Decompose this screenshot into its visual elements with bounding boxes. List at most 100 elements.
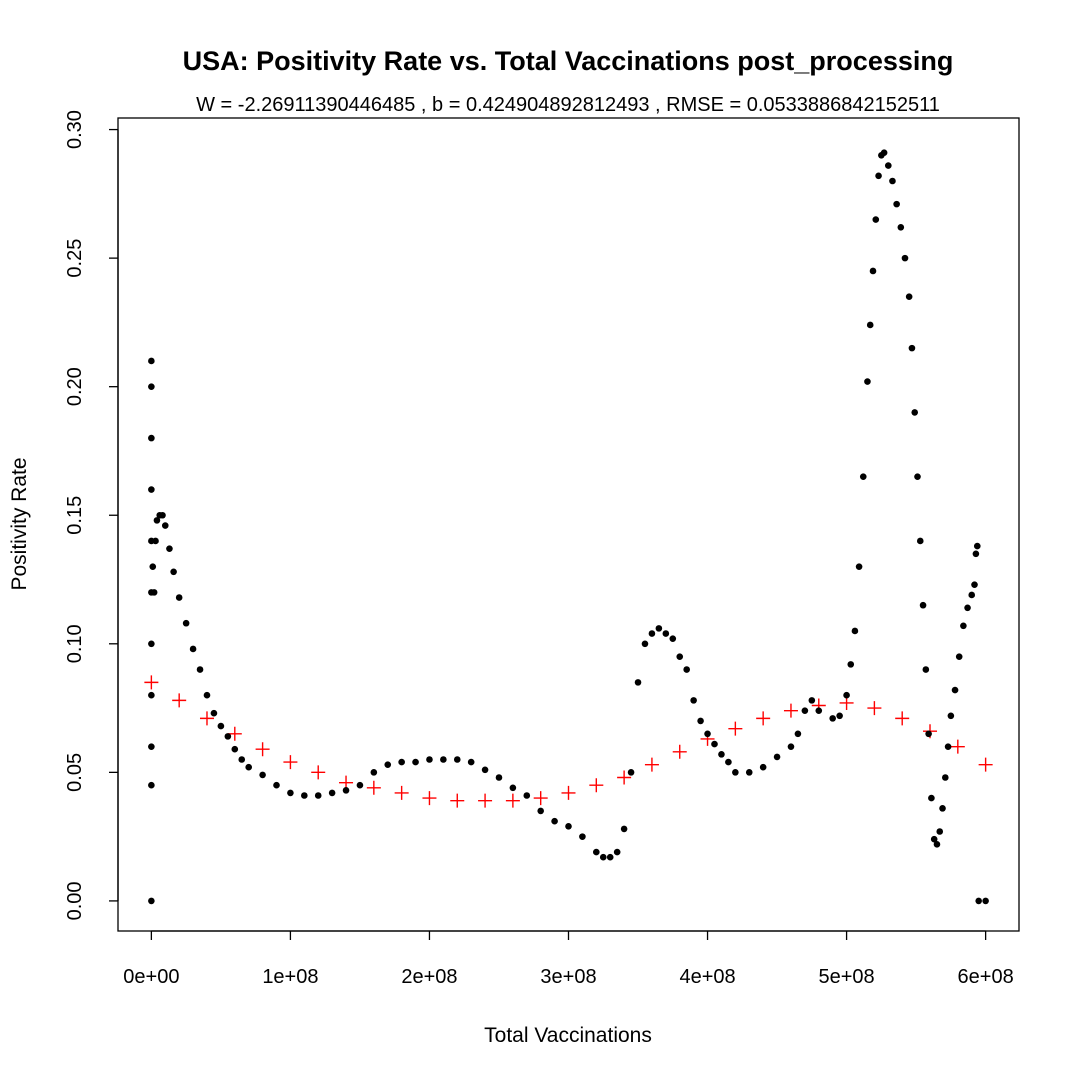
data-point <box>440 756 447 763</box>
fit-point <box>227 726 242 741</box>
data-point <box>224 733 232 740</box>
data-point <box>259 771 266 779</box>
data-point <box>939 805 946 812</box>
data-point <box>916 537 924 545</box>
data-point <box>579 833 586 840</box>
data-point <box>889 177 896 185</box>
fit-point <box>533 791 548 806</box>
data-point <box>944 743 952 750</box>
data-point <box>732 769 739 776</box>
data-point <box>808 697 816 704</box>
data-point <box>955 653 963 660</box>
fit-point <box>978 757 993 772</box>
x-axis-label: Total Vaccinations <box>484 1024 652 1047</box>
data-point <box>606 853 614 861</box>
data-point <box>148 691 155 699</box>
data-point <box>847 661 855 668</box>
data-point <box>683 666 690 673</box>
data-point <box>911 409 919 416</box>
x-tick-label: 4e+08 <box>679 966 735 988</box>
data-point <box>166 545 173 552</box>
data-point <box>928 794 935 802</box>
fit-point <box>672 744 687 759</box>
data-point <box>914 473 921 480</box>
data-point <box>398 758 405 766</box>
data-point <box>971 581 978 588</box>
data-point <box>662 630 670 637</box>
fit-point <box>255 742 270 757</box>
data-point <box>972 550 980 558</box>
y-tick-label: 0.00 <box>64 881 86 920</box>
data-point <box>942 774 949 781</box>
data-point <box>599 853 607 861</box>
fit-point <box>617 770 632 785</box>
data-point <box>384 761 392 768</box>
x-tick-label: 5e+08 <box>819 966 875 988</box>
data-point <box>620 825 628 833</box>
fit-point <box>589 778 604 793</box>
data-point <box>175 594 183 601</box>
data-point <box>968 591 976 599</box>
data-point <box>773 753 781 761</box>
data-point <box>975 897 982 905</box>
data-point <box>864 378 871 385</box>
x-tick-label: 1e+08 <box>262 966 318 988</box>
fit-point <box>728 721 743 736</box>
data-point <box>287 789 294 797</box>
data-point <box>613 848 621 856</box>
data-point <box>973 542 981 550</box>
observed-series <box>148 149 989 905</box>
data-point <box>641 640 649 648</box>
y-axis: 0.00 0.05 0.10 0.15 0.20 0.25 0.30 <box>64 110 119 920</box>
data-point <box>152 537 159 545</box>
fit-point <box>144 675 159 690</box>
data-point <box>245 763 253 771</box>
x-tick-label: 3e+08 <box>540 966 596 988</box>
data-point <box>231 745 239 753</box>
data-point <box>426 756 433 763</box>
data-point <box>787 743 795 750</box>
data-point <box>182 619 190 627</box>
chart-title: USA: Positivity Rate vs. Total Vaccinati… <box>183 46 954 76</box>
data-point <box>565 823 572 830</box>
y-tick-label: 0.20 <box>64 367 86 406</box>
data-point <box>203 691 211 699</box>
data-point <box>855 563 863 570</box>
fit-point <box>450 793 465 808</box>
data-point <box>148 743 155 750</box>
data-point <box>238 756 246 763</box>
fit-point <box>950 739 965 754</box>
data-point <box>189 645 197 653</box>
data-point <box>905 293 913 300</box>
fit-point <box>756 711 771 726</box>
data-point <box>690 697 697 704</box>
data-point <box>412 758 419 766</box>
y-tick-label: 0.15 <box>64 496 86 535</box>
data-point <box>801 707 809 714</box>
fit-point <box>394 785 409 800</box>
fit-point <box>867 701 882 716</box>
data-point <box>669 635 677 642</box>
data-point <box>930 835 938 843</box>
data-point <box>697 717 704 725</box>
data-point <box>148 383 155 390</box>
data-point <box>922 666 930 673</box>
data-point <box>342 787 350 794</box>
data-point <box>453 756 461 763</box>
data-point <box>328 789 336 797</box>
data-point <box>481 766 489 774</box>
data-point <box>551 817 558 825</box>
plot-frame <box>117 117 1020 932</box>
fit-point <box>311 765 326 780</box>
data-point <box>859 473 867 480</box>
data-point <box>869 267 877 275</box>
fit-point <box>561 785 576 800</box>
data-point <box>759 763 767 771</box>
data-point <box>301 792 308 799</box>
data-point <box>893 200 900 208</box>
data-point <box>648 630 656 637</box>
data-point <box>148 357 155 365</box>
data-point <box>314 792 322 799</box>
data-point <box>851 627 859 635</box>
